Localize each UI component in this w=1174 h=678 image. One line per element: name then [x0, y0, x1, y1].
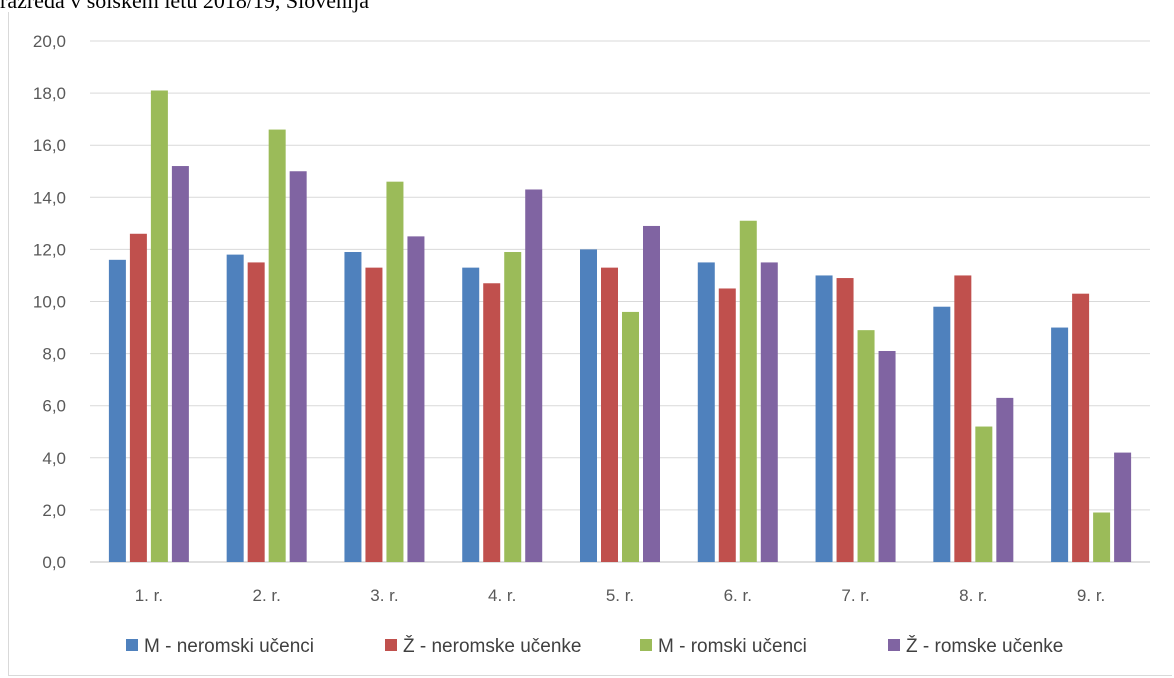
bar	[1072, 293, 1090, 562]
legend-label: M - neromski učenci	[144, 636, 314, 657]
legend-label: M - romski učenci	[658, 636, 807, 657]
legend: M - neromski učenci Ž - neromske učenke M …	[126, 635, 1063, 657]
bar	[643, 225, 660, 562]
y-tick-label: 4,0	[42, 449, 66, 468]
y-tick-label: 10,0	[33, 293, 66, 312]
bar	[1093, 512, 1111, 562]
bar	[108, 259, 126, 562]
bar	[289, 171, 307, 562]
x-tick-label: 8. r.	[959, 586, 987, 605]
y-axis-ticks: 0,0 2,0 4,0 6,0 8,0 10,0 12,0 14,0 16,0 18,0 20,0	[33, 32, 66, 572]
legend-swatch	[126, 639, 138, 651]
bar	[504, 252, 522, 562]
bar	[386, 181, 404, 563]
y-tick-label: 8,0	[42, 345, 66, 364]
bar	[365, 267, 383, 562]
bar	[247, 262, 265, 562]
bar	[718, 288, 736, 562]
legend-swatch	[640, 639, 652, 651]
x-tick-label: 7. r.	[841, 586, 869, 605]
legend-label: Ž - romske učenke	[906, 635, 1063, 657]
legend-swatch	[888, 639, 900, 651]
bar	[760, 262, 778, 562]
bar	[622, 311, 639, 562]
bar	[580, 249, 597, 562]
x-axis-ticks: 1. r. 2. r. 3. r. 4. r. 5. r. 6. r. 7. r. 8. r.…	[135, 586, 1106, 605]
bar	[857, 330, 875, 562]
y-tick-label: 16,0	[33, 136, 66, 155]
bar	[975, 426, 993, 562]
y-tick-label: 2,0	[42, 501, 66, 520]
bar	[344, 252, 362, 562]
chart-caption: razreda v šolskem letu 2018/19, Slovenij…	[0, 0, 370, 13]
bar	[407, 236, 425, 562]
bar	[836, 278, 854, 562]
y-tick-label: 12,0	[33, 240, 66, 259]
bar	[171, 166, 189, 563]
x-tick-label: 6. r.	[724, 586, 752, 605]
x-tick-label: 3. r.	[370, 586, 398, 605]
bar	[525, 189, 543, 563]
bar	[129, 233, 147, 562]
bar	[268, 129, 286, 562]
bar	[996, 397, 1014, 562]
bar	[483, 283, 501, 562]
x-tick-label: 4. r.	[488, 586, 516, 605]
bar	[933, 306, 951, 562]
bar	[697, 262, 715, 562]
gridlines	[90, 40, 1150, 563]
y-tick-label: 0,0	[42, 553, 66, 572]
y-tick-label: 18,0	[33, 84, 66, 103]
legend-swatch	[385, 639, 397, 651]
bar	[462, 267, 480, 562]
bar	[601, 267, 618, 562]
bars	[108, 90, 1132, 563]
x-tick-label: 2. r.	[252, 586, 280, 605]
legend-label: Ž - neromske učenke	[403, 635, 581, 657]
bar	[150, 90, 168, 563]
x-tick-label: 1. r.	[135, 586, 163, 605]
bar	[878, 350, 896, 562]
y-tick-label: 6,0	[42, 397, 66, 416]
y-tick-label: 20,0	[33, 32, 66, 51]
y-tick-label: 14,0	[33, 188, 66, 207]
bar	[954, 275, 972, 562]
x-tick-label: 5. r.	[606, 586, 634, 605]
bar	[815, 275, 833, 562]
x-tick-label: 9. r.	[1077, 586, 1105, 605]
chart-frame	[8, 12, 1172, 676]
bar	[226, 254, 244, 563]
bar	[739, 220, 757, 562]
bar	[1114, 452, 1132, 562]
bar	[1051, 327, 1069, 562]
